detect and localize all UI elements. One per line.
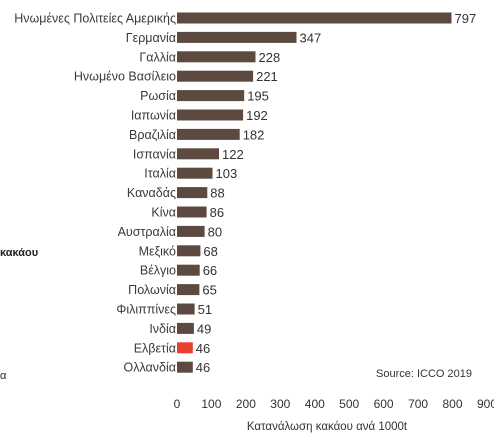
cropped-text-fragment: κακάου <box>0 247 38 259</box>
bar <box>177 109 244 121</box>
bar <box>177 322 194 334</box>
bar <box>177 148 219 160</box>
value-label: 221 <box>256 69 278 84</box>
category-label: Γαλλία <box>139 50 176 64</box>
category-label: Φιλιππίνες <box>116 303 176 317</box>
category-label: Ιαπωνία <box>131 109 176 123</box>
value-label: 192 <box>246 108 268 123</box>
value-label: 122 <box>222 147 244 162</box>
category-label: Ολλανδία <box>124 361 176 375</box>
x-tick-label: 600 <box>374 397 394 411</box>
x-tick-label: 200 <box>236 397 256 411</box>
category-label: Ινδία <box>149 322 176 336</box>
category-label: Ελβετία <box>134 341 176 355</box>
bar <box>177 167 213 179</box>
value-label: 46 <box>196 341 210 356</box>
category-label: Αυστραλία <box>118 225 176 239</box>
bar <box>177 284 200 296</box>
bar <box>177 90 245 102</box>
category-label: Ιταλία <box>144 167 176 181</box>
category-label: Κίνα <box>151 206 176 220</box>
category-label: Καναδάς <box>127 186 176 200</box>
value-label: 66 <box>203 263 217 278</box>
source-note: Source: ICCO 2019 <box>376 368 472 380</box>
value-label: 103 <box>216 166 238 181</box>
x-axis-label: Κατανάλωση κακάου ανά 1000t <box>247 421 408 433</box>
value-label: 182 <box>243 127 265 142</box>
x-tick-label: 700 <box>408 397 428 411</box>
x-tick-label: 100 <box>201 397 221 411</box>
category-label: Ρωσία <box>140 89 176 103</box>
value-label: 86 <box>210 205 224 220</box>
x-tick-label: 0 <box>174 397 181 411</box>
value-label: 228 <box>259 50 281 65</box>
source-box <box>377 362 475 382</box>
bar <box>177 51 256 63</box>
category-label: Μεξικό <box>139 244 176 258</box>
value-label: 347 <box>300 30 322 45</box>
value-label: 80 <box>208 224 222 239</box>
category-label: Βραζιλία <box>129 128 176 142</box>
value-label: 51 <box>198 302 212 317</box>
x-tick-label: 500 <box>339 397 359 411</box>
x-tick-label: 800 <box>442 397 462 411</box>
value-label: 65 <box>202 283 216 298</box>
bar <box>177 245 201 257</box>
value-label: 797 <box>455 11 477 26</box>
bar <box>177 225 205 237</box>
bar <box>177 264 200 276</box>
category-label: Γερμανία <box>126 31 176 45</box>
category-label: Βέλγιο <box>140 264 176 278</box>
bar <box>177 128 240 140</box>
bar <box>177 303 195 315</box>
bar <box>177 206 207 218</box>
category-label: Ηνωμένες Πολιτείες Αμερικής <box>14 12 176 26</box>
bar <box>177 342 193 354</box>
bars-layer: Ηνωμένες Πολιτείες Αμερικής 797 Γερμανία 34… <box>14 11 476 375</box>
x-tick-label: 300 <box>270 397 290 411</box>
bar <box>177 12 452 24</box>
value-label: 46 <box>196 360 210 375</box>
category-label: Ηνωμένο Βασίλειο <box>74 70 176 84</box>
bar <box>177 187 208 199</box>
x-tick-label: 900 <box>477 397 494 411</box>
category-label: Ισπανία <box>133 147 176 161</box>
bar <box>177 31 297 43</box>
value-label: 195 <box>247 89 269 104</box>
bar <box>177 361 193 373</box>
value-label: 88 <box>210 186 224 201</box>
category-label: Πολωνία <box>128 283 176 297</box>
x-tick-label: 400 <box>305 397 325 411</box>
bar <box>177 70 254 82</box>
cropped-text-fragment: α <box>0 370 7 382</box>
value-label: 49 <box>197 321 211 336</box>
value-label: 68 <box>203 244 217 259</box>
x-axis: 0 100 200 300 400 500 600 700 800 900 <box>174 397 494 411</box>
